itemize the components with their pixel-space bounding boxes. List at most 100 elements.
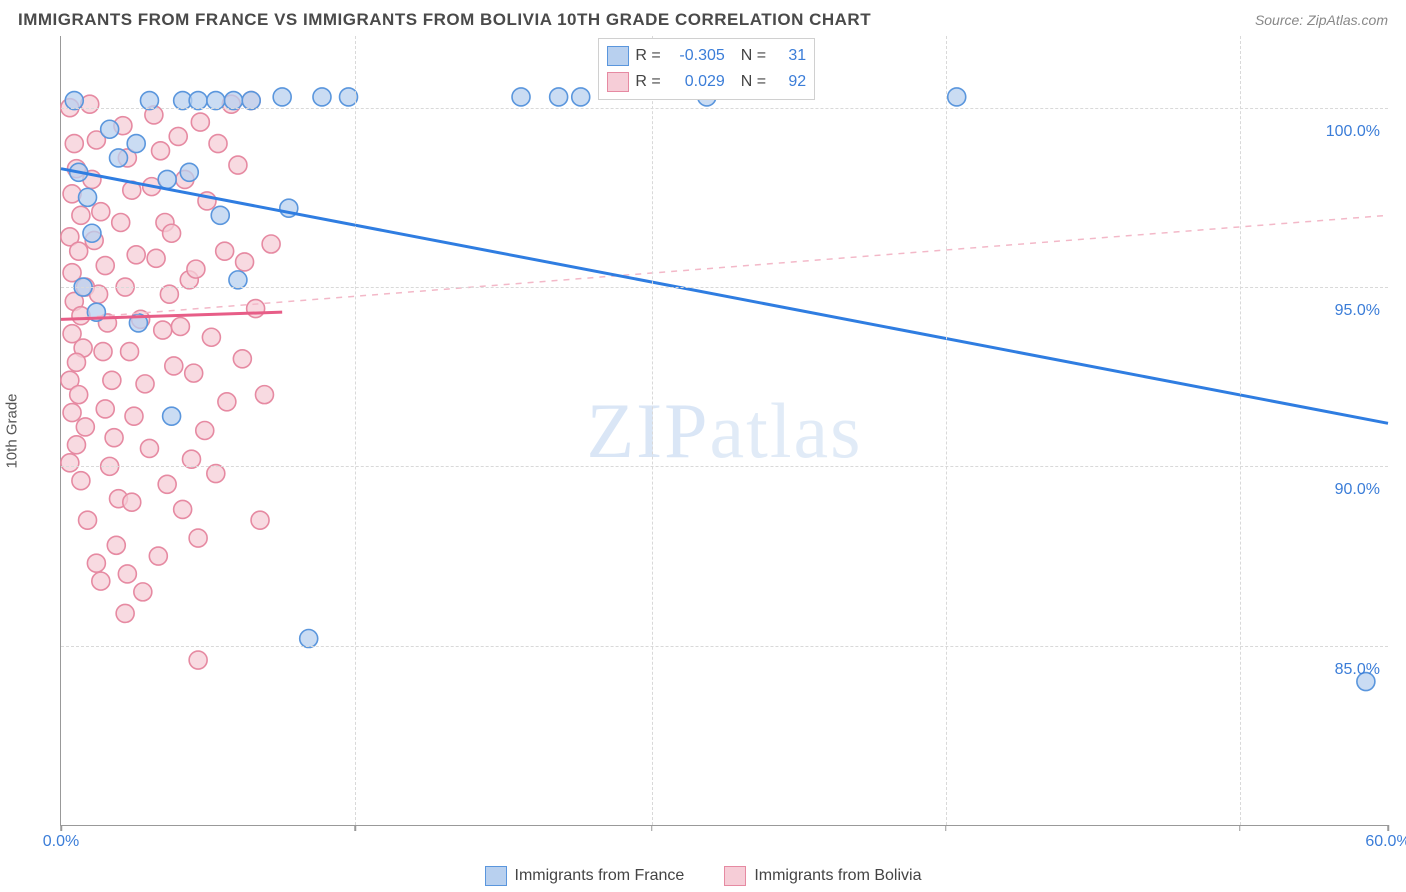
data-point	[70, 242, 88, 260]
data-point	[127, 135, 145, 153]
swatch-icon	[607, 46, 629, 66]
legend-r-value: 0.029	[667, 69, 725, 95]
data-point	[185, 364, 203, 382]
data-point	[67, 353, 85, 371]
swatch-icon	[607, 72, 629, 92]
data-point	[127, 246, 145, 264]
legend-label-bolivia: Immigrants from Bolivia	[754, 867, 921, 885]
data-point	[202, 328, 220, 346]
data-point	[189, 529, 207, 547]
data-point	[94, 343, 112, 361]
data-point	[101, 120, 119, 138]
data-point	[116, 604, 134, 622]
data-point	[169, 127, 187, 145]
data-point	[255, 386, 273, 404]
correlation-legend: R = -0.305 N =31 R = 0.029 N =92	[598, 38, 815, 100]
data-point	[189, 651, 207, 669]
data-point	[273, 88, 291, 106]
data-point	[512, 88, 530, 106]
chart-container: 10th Grade ZIPatlas 85.0%90.0%95.0%100.0…	[18, 36, 1388, 826]
data-point	[147, 249, 165, 267]
y-tick-label: 100.0%	[1326, 123, 1380, 141]
legend-n-value: 31	[772, 43, 806, 69]
data-point	[158, 170, 176, 188]
data-point	[216, 242, 234, 260]
data-point	[180, 163, 198, 181]
data-point	[110, 149, 128, 167]
data-point	[233, 350, 251, 368]
data-point	[247, 300, 265, 318]
data-point	[152, 142, 170, 160]
data-point	[96, 257, 114, 275]
data-point	[61, 454, 79, 472]
data-point	[79, 511, 97, 529]
data-point	[948, 88, 966, 106]
data-point	[79, 188, 97, 206]
data-point	[211, 206, 229, 224]
data-point	[187, 260, 205, 278]
trend-line-france	[61, 169, 1388, 424]
data-point	[112, 213, 130, 231]
legend-r-label: R =	[635, 43, 660, 69]
data-point	[103, 371, 121, 389]
data-point	[251, 511, 269, 529]
legend-n-label: N =	[741, 43, 766, 69]
legend-stat-row: R = -0.305 N =31	[607, 43, 806, 69]
plot-svg	[61, 36, 1388, 825]
legend-n-value: 92	[772, 69, 806, 95]
data-point	[67, 436, 85, 454]
data-point	[136, 375, 154, 393]
legend-stat-row: R = 0.029 N =92	[607, 69, 806, 95]
data-point	[76, 418, 94, 436]
data-point	[154, 321, 172, 339]
data-point	[163, 224, 181, 242]
y-tick-label: 90.0%	[1335, 481, 1380, 499]
data-point	[70, 386, 88, 404]
legend-r-value: -0.305	[667, 43, 725, 69]
bottom-legend: Immigrants from France Immigrants from B…	[0, 866, 1406, 886]
data-point	[140, 439, 158, 457]
data-point	[165, 357, 183, 375]
plot-area: ZIPatlas 85.0%90.0%95.0%100.0%0.0%60.0%R…	[60, 36, 1388, 826]
data-point	[149, 547, 167, 565]
y-tick-label: 85.0%	[1335, 661, 1380, 679]
x-tick-label: 60.0%	[1365, 833, 1406, 851]
y-tick-label: 95.0%	[1335, 302, 1380, 320]
chart-title: IMMIGRANTS FROM FRANCE VS IMMIGRANTS FRO…	[18, 10, 871, 30]
data-point	[196, 422, 214, 440]
source-attribution: Source: ZipAtlas.com	[1255, 12, 1388, 28]
swatch-bolivia	[724, 866, 746, 886]
data-point	[262, 235, 280, 253]
data-point	[134, 583, 152, 601]
data-point	[65, 135, 83, 153]
x-tick-label: 0.0%	[43, 833, 79, 851]
data-point	[174, 500, 192, 518]
data-point	[87, 554, 105, 572]
data-point	[92, 572, 110, 590]
legend-item-france: Immigrants from France	[485, 866, 685, 886]
data-point	[63, 404, 81, 422]
data-point	[572, 88, 590, 106]
data-point	[209, 135, 227, 153]
data-point	[229, 156, 247, 174]
data-point	[123, 493, 141, 511]
legend-item-bolivia: Immigrants from Bolivia	[724, 866, 921, 886]
data-point	[125, 407, 143, 425]
data-point	[72, 472, 90, 490]
data-point	[550, 88, 568, 106]
data-point	[158, 475, 176, 493]
y-axis-label: 10th Grade	[4, 393, 21, 468]
data-point	[121, 343, 139, 361]
data-point	[96, 400, 114, 418]
data-point	[105, 429, 123, 447]
swatch-france	[485, 866, 507, 886]
legend-label-france: Immigrants from France	[515, 867, 685, 885]
data-point	[313, 88, 331, 106]
data-point	[118, 565, 136, 583]
data-point	[191, 113, 209, 131]
legend-n-label: N =	[741, 69, 766, 95]
data-point	[236, 253, 254, 271]
data-point	[72, 206, 90, 224]
legend-r-label: R =	[635, 69, 660, 95]
data-point	[163, 407, 181, 425]
